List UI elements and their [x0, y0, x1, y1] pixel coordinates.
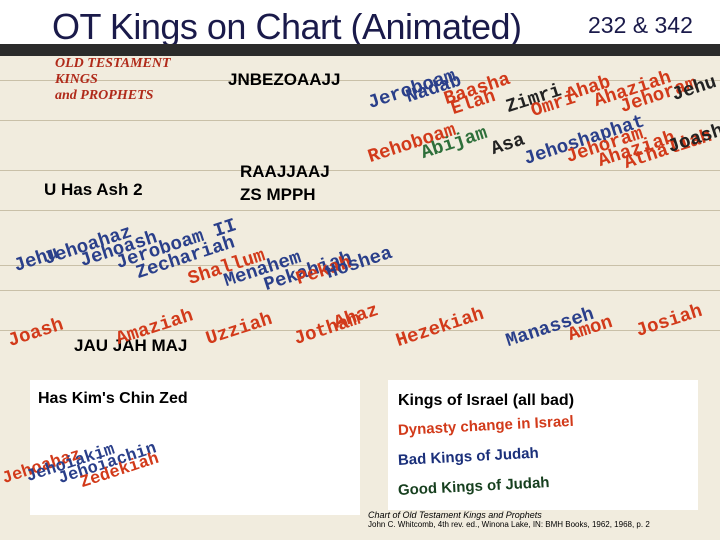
chart-title-box: OLD TESTAMENT KINGS and PROPHETS — [55, 56, 215, 106]
chart-title-line: OLD TESTAMENT KINGS — [55, 56, 171, 87]
chart-rule — [0, 120, 720, 121]
legend-panel — [388, 380, 698, 510]
source-caption: Chart of Old Testament Kings and Prophet… — [368, 510, 713, 529]
page-reference: 232 & 342 — [588, 12, 693, 38]
chart-title-line: and PROPHETS — [55, 88, 154, 103]
mnemonic-label: Has Kim's Chin Zed — [38, 390, 188, 407]
caption-line: John C. Whitcomb, 4th rev. ed., Winona L… — [368, 520, 650, 529]
mnemonic-label: RAAJJAAJ — [240, 162, 330, 181]
slide-title: OT Kings on Chart (Animated) — [52, 6, 522, 47]
mnemonic-label: JAU JAH MAJ — [74, 336, 188, 355]
chart-rule — [0, 210, 720, 211]
mnemonic-label: JNBEZOAAJJ — [228, 70, 341, 89]
mnemonic-label: ZS MPPH — [240, 185, 316, 204]
caption-line: Chart of Old Testament Kings and Prophet… — [368, 510, 542, 520]
legend-israel: Kings of Israel (all bad) — [398, 392, 575, 409]
chart-timeline-ruler — [0, 44, 720, 56]
chart-rule — [0, 80, 720, 81]
chart-rule — [0, 290, 720, 291]
chart-rule — [0, 170, 720, 171]
mnemonic-label: U Has Ash 2 — [44, 180, 143, 199]
final-kings-panel — [30, 380, 360, 515]
chart-rule — [0, 265, 720, 266]
chart-rule — [0, 330, 720, 331]
